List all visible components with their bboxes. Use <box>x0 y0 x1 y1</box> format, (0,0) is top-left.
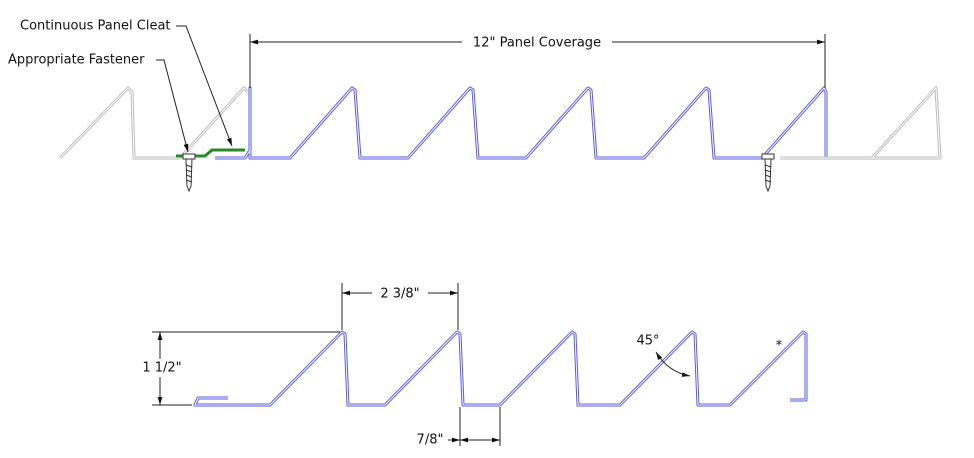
dimension-label: 2 3/8" <box>380 287 419 302</box>
extension-line <box>152 331 340 406</box>
label: Continuous Panel Cleat <box>20 19 171 34</box>
angle-label: 45° <box>636 334 659 349</box>
profiles <box>58 86 942 407</box>
profile <box>193 330 808 407</box>
fastener <box>182 153 196 193</box>
profile <box>194 331 807 406</box>
panel <box>215 87 827 159</box>
dimension-label: 7/8" <box>417 433 444 448</box>
adjacent-panel <box>59 87 249 159</box>
panel <box>215 86 828 160</box>
fastener <box>761 153 775 193</box>
adjacent-panel <box>780 86 942 160</box>
label: Appropriate Fastener <box>8 53 145 68</box>
adjacent-panel <box>780 87 941 159</box>
label-bg <box>462 33 612 51</box>
dimension-label: 1 1/2" <box>142 361 181 376</box>
label-bg <box>372 284 428 302</box>
angle-arc <box>655 351 691 377</box>
adjacent-panel <box>58 86 250 160</box>
dimension-label: 12" Panel Coverage <box>473 36 601 51</box>
leader <box>176 25 233 147</box>
leader <box>156 59 189 153</box>
label-bg <box>138 359 186 377</box>
note-mark: * <box>776 339 783 354</box>
